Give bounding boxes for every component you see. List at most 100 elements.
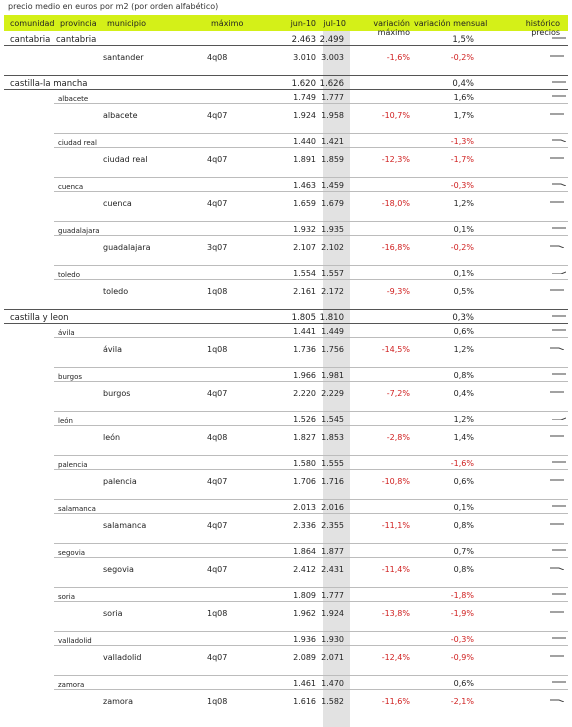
historico-sparkline: [552, 417, 566, 420]
municipio-row: ciudad real 4q07 1.891 1.859 -12,3% -1,7%: [4, 148, 568, 178]
municipio-name: ávila: [103, 345, 122, 354]
row-divider: [54, 455, 568, 456]
variacion-maximo-value: -7,2%: [386, 389, 410, 398]
variacion-mensual-value: 0,8%: [453, 565, 474, 574]
jun-value: 1.463: [293, 181, 316, 190]
jul-value: 2.499: [319, 35, 344, 45]
variacion-mensual-value: 1,7%: [453, 111, 474, 120]
row-divider: [54, 513, 568, 514]
historico-sparkline: [552, 637, 566, 639]
jul-value: 1.459: [321, 181, 344, 190]
jul-value: 1.958: [321, 111, 344, 120]
jul-value: 1.449: [321, 327, 344, 336]
provincia-name: guadalajara: [58, 227, 100, 235]
variacion-mensual-value: -0,3%: [450, 181, 474, 190]
provincia-row: ávila 1.441 1.449 0,6%: [4, 324, 568, 338]
municipio-name: toledo: [103, 287, 129, 296]
comunidad-name: castilla-la mancha: [10, 79, 88, 89]
jun-value: 1.924: [293, 111, 316, 120]
variacion-mensual-value: 1,6%: [453, 93, 474, 102]
historico-sparkline: [552, 549, 566, 551]
variacion-mensual-value: 0,1%: [453, 225, 474, 234]
provincia-row: soria 1.809 1.777 -1,8%: [4, 588, 568, 602]
row-divider: [4, 45, 568, 46]
variacion-mensual-value: -1,7%: [450, 155, 474, 164]
jul-value: 2.431: [321, 565, 344, 574]
header-municipio: municipio: [107, 19, 146, 28]
provincia-row: valladolid 1.936 1.930 -0,3%: [4, 632, 568, 646]
jun-value: 1.736: [293, 345, 316, 354]
provincia-name: cantabria: [56, 35, 97, 45]
row-divider: [54, 425, 568, 426]
provincia-row: león 1.526 1.545 1,2%: [4, 412, 568, 426]
variacion-mensual-value: 1,5%: [452, 35, 474, 45]
row-divider: [4, 309, 568, 310]
provincia-name: burgos: [58, 373, 83, 381]
header-provincia: provincia: [60, 19, 97, 28]
historico-sparkline: [552, 461, 566, 463]
municipio-row: santander 4q08 3.010 3.003 -1,6% -0,2%: [4, 46, 568, 76]
maximo-value: 1q08: [207, 287, 228, 296]
variacion-maximo-value: -11,1%: [381, 521, 410, 530]
variacion-maximo-value: -11,6%: [381, 697, 410, 706]
variacion-mensual-value: -2,1%: [450, 697, 474, 706]
variacion-mensual-value: 1,2%: [453, 415, 474, 424]
provincia-name: soria: [58, 593, 76, 601]
jun-value: 1.616: [293, 697, 316, 706]
row-divider: [54, 381, 568, 382]
variacion-mensual-value: 0,1%: [453, 269, 474, 278]
historico-sparkline: [550, 201, 564, 203]
maximo-value: 4q07: [207, 389, 228, 398]
row-divider: [4, 75, 568, 76]
page-caption: precio medio en euros por m2 (por orden …: [8, 2, 219, 11]
maximo-value: 1q08: [207, 345, 228, 354]
provincia-row: toledo 1.554 1.557 0,1%: [4, 266, 568, 280]
jun-value: 1.864: [293, 547, 316, 556]
historico-sparkline: [552, 81, 566, 83]
provincia-name: valladolid: [58, 637, 92, 645]
maximo-value: 1q08: [207, 697, 228, 706]
variacion-mensual-value: 0,5%: [453, 287, 474, 296]
row-divider: [54, 631, 568, 632]
jun-value: 1.932: [293, 225, 316, 234]
municipio-name: albacete: [103, 111, 138, 120]
comunidad-row: cantabria cantabria 2.463 2.499 1,5%: [4, 32, 568, 46]
row-divider: [54, 499, 568, 500]
municipio-name: segovia: [103, 565, 134, 574]
comunidad-name: castilla y leon: [10, 313, 69, 323]
municipio-name: soria: [103, 609, 123, 618]
maximo-value: 4q07: [207, 653, 228, 662]
municipio-row: toledo 1q08 2.161 2.172 -9,3% 0,5%: [4, 280, 568, 310]
jul-value: 1.777: [321, 591, 344, 600]
jun-value: 1.891: [293, 155, 316, 164]
historico-sparkline: [550, 55, 564, 57]
municipio-row: palencia 4q07 1.706 1.716 -10,8% 0,6%: [4, 470, 568, 500]
jul-value: 1.421: [321, 137, 344, 146]
historico-sparkline: [550, 523, 564, 525]
jul-value: 1.777: [321, 93, 344, 102]
variacion-maximo-value: -12,4%: [381, 653, 410, 662]
jul-value: 1.981: [321, 371, 344, 380]
variacion-mensual-value: 1,2%: [453, 199, 474, 208]
provincia-name: palencia: [58, 461, 88, 469]
variacion-mensual-value: -0,2%: [450, 53, 474, 62]
jul-value: 2.229: [321, 389, 344, 398]
municipio-name: ciudad real: [103, 155, 148, 164]
jun-value: 1.936: [293, 635, 316, 644]
variacion-mensual-value: 0,8%: [453, 371, 474, 380]
jul-value: 1.716: [321, 477, 344, 486]
header-variacion-maximo: variación máximo: [373, 19, 410, 37]
provincia-row: cuenca 1.463 1.459 -0,3%: [4, 178, 568, 192]
jul-value: 1.853: [321, 433, 344, 442]
row-divider: [54, 689, 568, 690]
historico-sparkline: [550, 289, 564, 291]
historico-sparkline: [552, 183, 566, 186]
jul-value: 1.557: [321, 269, 344, 278]
row-divider: [54, 587, 568, 588]
row-divider: [54, 279, 568, 280]
historico-sparkline: [550, 157, 564, 159]
comunidad-row: castilla y leon 1.805 1.810 0,3%: [4, 310, 568, 324]
historico-sparkline: [550, 347, 564, 350]
historico-sparkline: [550, 113, 564, 115]
variacion-mensual-value: -0,9%: [450, 653, 474, 662]
